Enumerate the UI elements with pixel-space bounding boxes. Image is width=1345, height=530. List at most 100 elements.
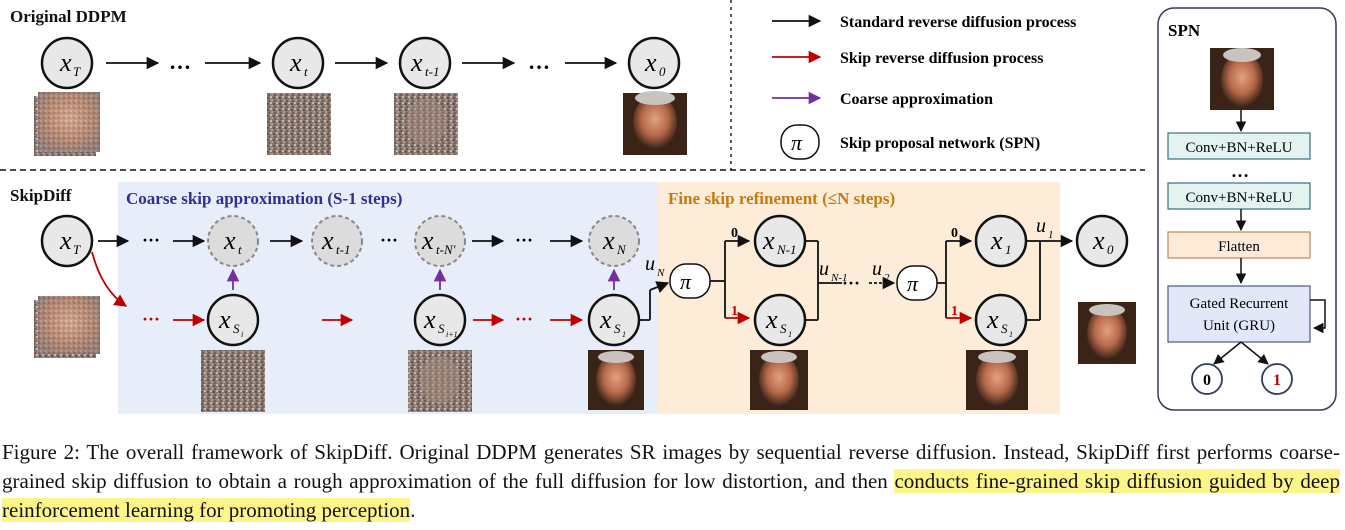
svg-text:x: x [421, 226, 434, 255]
svg-text:x: x [986, 305, 999, 334]
node-xS1-fine-a: x S 1 [753, 293, 807, 347]
image-noise-xSi1 [408, 350, 472, 412]
svg-text:N-1: N-1 [830, 272, 848, 284]
ellipsis: … [169, 49, 191, 74]
ellipsis: ··· [515, 230, 533, 250]
spn-output-0-label: 0 [1203, 372, 1211, 389]
svg-text:N: N [656, 267, 665, 279]
spn-output-1-label: 1 [1273, 372, 1281, 389]
branch-1: 1 [731, 304, 738, 319]
node-xSi1: x S i+1 [413, 293, 467, 347]
svg-text:t-1: t-1 [336, 242, 350, 257]
svg-text:2: 2 [884, 272, 890, 284]
original-ddpm-title: Original DDPM [10, 7, 127, 26]
spn-ellipsis: … [1231, 161, 1249, 181]
node-xt1-dashed: x t-1 [311, 215, 363, 267]
ellipsis-red: ··· [515, 309, 533, 329]
ellipsis: ··· [380, 230, 398, 250]
svg-text:x: x [765, 305, 778, 334]
caption-text: Figure 2: The overall framework of SkipD… [2, 440, 1340, 493]
svg-text:x: x [644, 48, 657, 77]
svg-text:1: 1 [1048, 229, 1054, 241]
gru-recurrent-loop [1310, 299, 1326, 334]
svg-text:x: x [218, 305, 231, 334]
image-face-xS1 [588, 350, 644, 410]
fine-title: Fine skip refinement (≤N steps) [668, 189, 895, 208]
node-xT: x T [40, 214, 94, 268]
svg-text:1: 1 [1009, 330, 1013, 339]
label-uN: u [645, 253, 655, 275]
svg-text:x: x [59, 48, 72, 77]
flatten-block [1167, 231, 1311, 259]
svg-text:1: 1 [622, 330, 626, 339]
image-noisy-blurred-face [34, 92, 100, 156]
svg-text:x: x [289, 48, 302, 77]
node-xt-top: x t [271, 36, 325, 90]
svg-text:S: S [233, 321, 240, 336]
label-uN1: u [819, 258, 829, 280]
spn-pi-node-2: π [896, 265, 938, 301]
image-noise-xSi [201, 350, 265, 412]
image-noise-xt1 [394, 93, 458, 155]
image-face-x0 [623, 91, 687, 155]
svg-text:S: S [438, 321, 445, 336]
spn-pi-node-1: π [669, 263, 711, 299]
svg-text:x: x [599, 305, 612, 334]
node-xN1: x N-1 [753, 214, 807, 268]
svg-text:x: x [410, 48, 423, 77]
coarse-title: Coarse skip approximation (S-1 steps) [126, 189, 402, 208]
gru-block [1167, 285, 1311, 343]
conv-block-1-label: Conv+BN+ReLU [1186, 140, 1293, 156]
conv-block-2-label: Conv+BN+ReLU [1186, 190, 1293, 206]
spn-title: SPN [1168, 21, 1201, 40]
image-face-output [1078, 302, 1136, 364]
flatten-label: Flatten [1218, 239, 1260, 255]
svg-text:t: t [304, 64, 308, 79]
svg-text:i: i [241, 330, 243, 339]
skipdiff-title: SkipDiff [10, 186, 72, 205]
legend-skip: Skip reverse diffusion process [840, 50, 1043, 67]
node-xt1-top: x t-1 [398, 36, 452, 90]
ellipsis: ··· [842, 273, 860, 293]
svg-text:π: π [907, 271, 919, 296]
svg-text:π: π [680, 269, 692, 294]
svg-text:x: x [423, 305, 436, 334]
image-face-fine-b [966, 350, 1028, 410]
gru-label-2: Unit (GRU) [1203, 318, 1275, 334]
legend-spn: Skip proposal network (SPN) [840, 135, 1040, 152]
image-face-fine-a [750, 350, 808, 410]
skipdiff-framework-diagram: Original DDPM SkipDiff Coarse skip appro… [0, 0, 1337, 414]
svg-text:N: N [616, 242, 627, 257]
svg-text:1: 1 [1005, 242, 1012, 257]
spn-input-face [1210, 48, 1274, 110]
caption-end: . [410, 498, 416, 522]
svg-text:x: x [990, 226, 1003, 255]
svg-text:0: 0 [1107, 242, 1114, 257]
node-xt-dashed: x t [207, 215, 259, 267]
svg-text:N-1: N-1 [776, 242, 797, 257]
svg-text:x: x [59, 226, 72, 255]
node-xtN-dashed: x t-N' [414, 215, 466, 267]
ellipsis: … [528, 49, 550, 74]
node-x0-top: x 0 [627, 36, 681, 90]
svg-text:t-1: t-1 [425, 64, 439, 79]
svg-text:S: S [614, 321, 621, 336]
svg-text:1: 1 [788, 330, 792, 339]
branch-1: 1 [951, 304, 958, 319]
node-x0: x 0 [1075, 214, 1129, 268]
legend-pi-icon: π [780, 124, 820, 160]
node-xS1-fine-b: x S 1 [974, 293, 1028, 347]
conv-block-2 [1167, 182, 1311, 210]
label-u2: u [872, 258, 882, 280]
svg-text:T: T [73, 242, 81, 257]
svg-text:π: π [791, 130, 803, 155]
conv-block-1 [1167, 132, 1311, 160]
svg-text:S: S [780, 321, 787, 336]
svg-text:x: x [321, 226, 334, 255]
label-u1: u [1036, 215, 1046, 237]
node-xS1: x S 1 [587, 293, 641, 347]
image-noisy-blurred-face-bottom [34, 296, 100, 358]
spn-output-1 [1261, 363, 1293, 395]
svg-text:0: 0 [659, 64, 666, 79]
ellipsis: ··· [142, 230, 160, 250]
